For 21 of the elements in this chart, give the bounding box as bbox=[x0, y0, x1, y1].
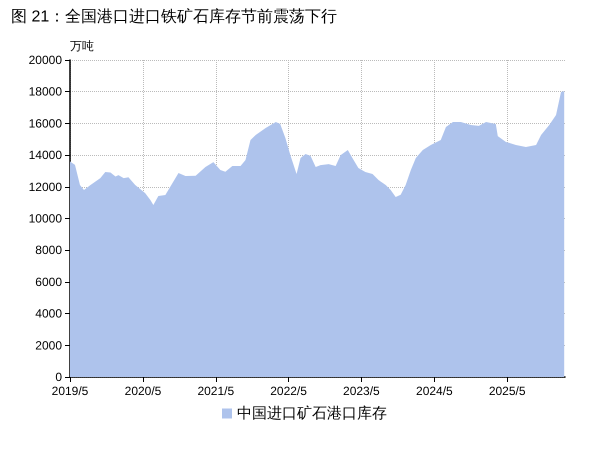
y-tick-label: 0 bbox=[55, 370, 62, 384]
y-tick-label: 6000 bbox=[35, 274, 62, 289]
x-tick-label: 2019/5 bbox=[52, 384, 89, 398]
y-tick-label: 10000 bbox=[28, 212, 62, 226]
legend-label: 中国进口矿石港口库存 bbox=[237, 405, 387, 422]
y-tick-label: 2000 bbox=[35, 338, 62, 352]
y-tick-label: 4000 bbox=[35, 306, 62, 321]
y-tick-label: 14000 bbox=[28, 148, 62, 162]
y-tick-label: 12000 bbox=[28, 180, 62, 194]
x-tick-label: 2020/5 bbox=[124, 384, 162, 398]
y-tick-label: 18000 bbox=[28, 84, 62, 99]
x-tick-label: 2024/5 bbox=[416, 384, 454, 398]
chart-title: 图 21：全国港口进口铁矿石库存节前震荡下行 bbox=[11, 8, 338, 26]
x-tick-label: 2022/5 bbox=[270, 384, 308, 398]
y-tick-label: 16000 bbox=[28, 116, 62, 130]
x-tick-label: 2021/5 bbox=[197, 384, 234, 398]
y-tick-label: 8000 bbox=[35, 243, 62, 258]
y-tick-label: 20000 bbox=[28, 53, 62, 67]
x-tick-label: 2025/5 bbox=[488, 384, 526, 398]
x-tick-label: 2023/5 bbox=[343, 384, 380, 398]
y-axis-title: 万吨 bbox=[70, 39, 94, 53]
